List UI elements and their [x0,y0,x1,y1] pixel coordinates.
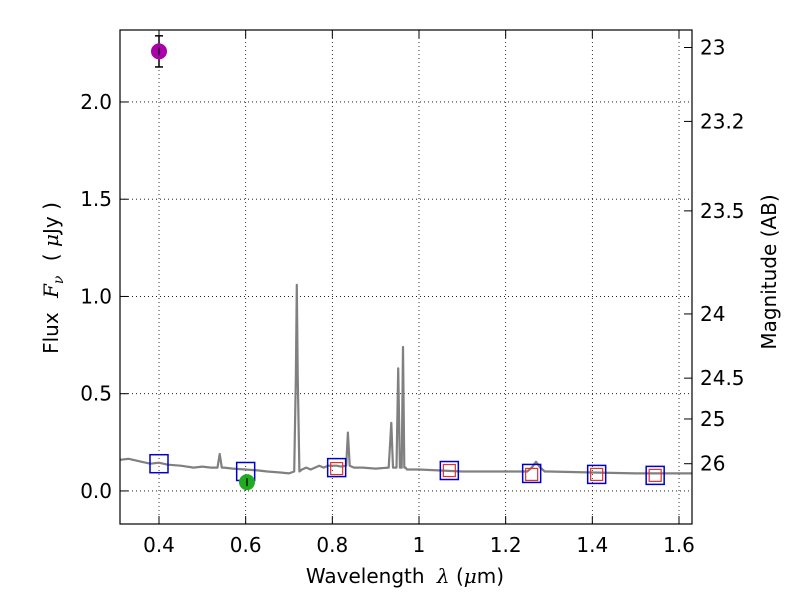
nir-photometry-marker [330,461,344,476]
nir-photometry-marker [648,468,662,482]
y2-tick-label: 23.5 [700,199,745,223]
y-tick-label: 0.0 [80,479,112,503]
model-photometry-marker [439,460,460,481]
x-tick-label: 0.8 [316,533,348,557]
y2-axis-label: Magnitude (AB) [757,194,781,349]
x-axis-label: Wavelength λ (μm) [306,564,504,588]
model-sed-line [119,283,692,475]
x-tick-label: 0.4 [143,533,175,557]
grid-lines [120,30,692,524]
model-photometry-marker [149,453,169,474]
y-tick-label: 0.5 [80,382,112,406]
nir-photometry-marker [590,467,604,482]
y2-tick-label: 24 [700,302,725,326]
model-photometry-marker [645,465,665,486]
tick-labels: 0.4 0.6 0.8 1 1.2 1.4 1.6 0.0 0.5 1.0 1.5 2.0 23 23.2… [80,36,744,557]
x-tick-label: 1.4 [576,533,608,557]
model-photometry-marker [521,463,542,484]
tick-marks [120,30,692,524]
series-layer [119,35,692,491]
plot-frame [119,29,693,525]
y2-tick-label: 23.2 [700,109,745,133]
y2-tick-label: 26 [700,452,725,476]
y2-tick-label: 24.5 [700,366,745,390]
y-tick-label: 1.5 [80,187,112,211]
nir-photometry-marker [442,463,456,478]
nir-photometry-marker [525,467,539,482]
y-tick-label: 2.0 [80,90,112,114]
model-photometry-marker [326,457,347,478]
x-tick-label: 1.2 [490,533,522,557]
y-axis-label: Flux Fν ( μJy ) [39,202,68,354]
y-tick-label: 1.0 [80,284,112,308]
x-tick-label: 0.6 [230,533,262,557]
y2-tick-label: 23 [700,36,725,60]
x-tick-label: 1.6 [663,533,695,557]
model-photometry-marker [586,464,607,485]
y2-tick-label: 25 [700,407,725,431]
x-tick-label: 1 [413,533,426,557]
